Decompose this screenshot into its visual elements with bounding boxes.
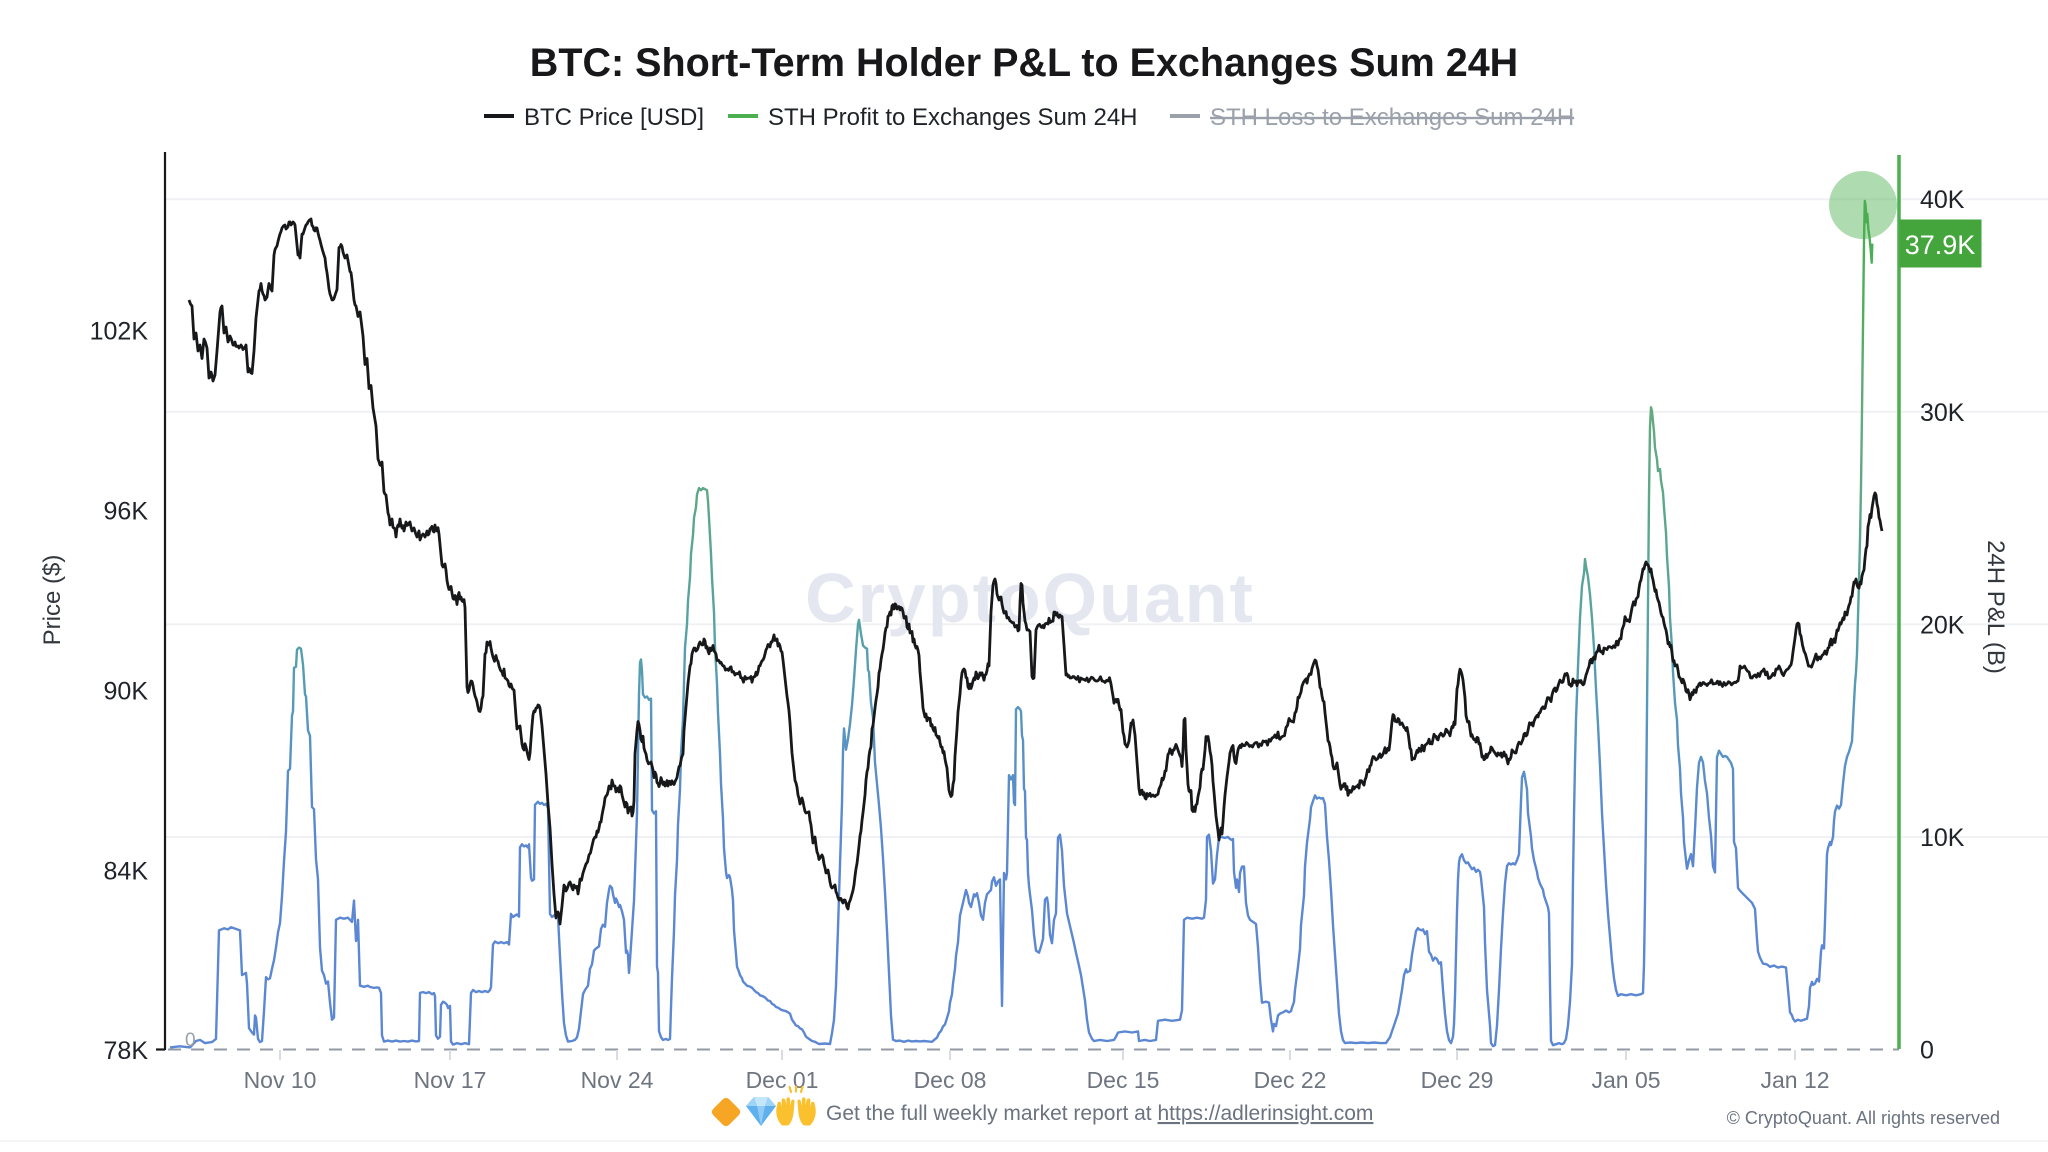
svg-text:90K: 90K	[104, 678, 149, 706]
svg-text:Get the full weekly market rep: Get the full weekly market report at htt…	[826, 1102, 1373, 1125]
svg-text:84K: 84K	[104, 858, 149, 886]
svg-text:24H P&L (B): 24H P&L (B)	[1982, 540, 2009, 674]
svg-text:20K: 20K	[1920, 611, 1965, 639]
svg-text:Nov 24: Nov 24	[581, 1067, 654, 1093]
svg-text:Dec 29: Dec 29	[1421, 1067, 1494, 1093]
svg-text:Jan 12: Jan 12	[1760, 1067, 1829, 1093]
svg-text:0: 0	[1920, 1037, 1934, 1065]
svg-text:Nov 17: Nov 17	[414, 1067, 487, 1093]
svg-text:BTC: Short-Term Holder P&L to: BTC: Short-Term Holder P&L to Exchanges …	[530, 41, 1518, 85]
svg-text:Dec 15: Dec 15	[1087, 1067, 1160, 1093]
svg-text:0: 0	[185, 1030, 196, 1051]
svg-text:CryptoQuant: CryptoQuant	[805, 559, 1255, 637]
svg-text:78K: 78K	[104, 1037, 149, 1065]
svg-text:Price ($): Price ($)	[39, 555, 66, 646]
svg-text:96K: 96K	[104, 498, 149, 526]
svg-text:40K: 40K	[1920, 186, 1965, 214]
svg-text:Dec 08: Dec 08	[914, 1067, 987, 1093]
svg-text:Dec 22: Dec 22	[1254, 1067, 1327, 1093]
svg-text:Jan 05: Jan 05	[1591, 1067, 1660, 1093]
svg-text:102K: 102K	[90, 318, 149, 346]
svg-text:STH Loss to Exchanges Sum 24H: STH Loss to Exchanges Sum 24H	[1210, 104, 1574, 131]
svg-text:BTC Price [USD]: BTC Price [USD]	[524, 104, 704, 131]
svg-text:Nov 10: Nov 10	[244, 1067, 317, 1093]
svg-text:STH Profit to Exchanges Sum 24: STH Profit to Exchanges Sum 24H	[768, 104, 1138, 131]
svg-text:30K: 30K	[1920, 399, 1965, 427]
svg-text:© CryptoQuant. All rights rese: © CryptoQuant. All rights reserved	[1727, 1108, 2000, 1128]
svg-text:37.9K: 37.9K	[1905, 230, 1976, 260]
svg-text:10K: 10K	[1920, 824, 1965, 852]
svg-text:Dec 01: Dec 01	[746, 1067, 819, 1093]
